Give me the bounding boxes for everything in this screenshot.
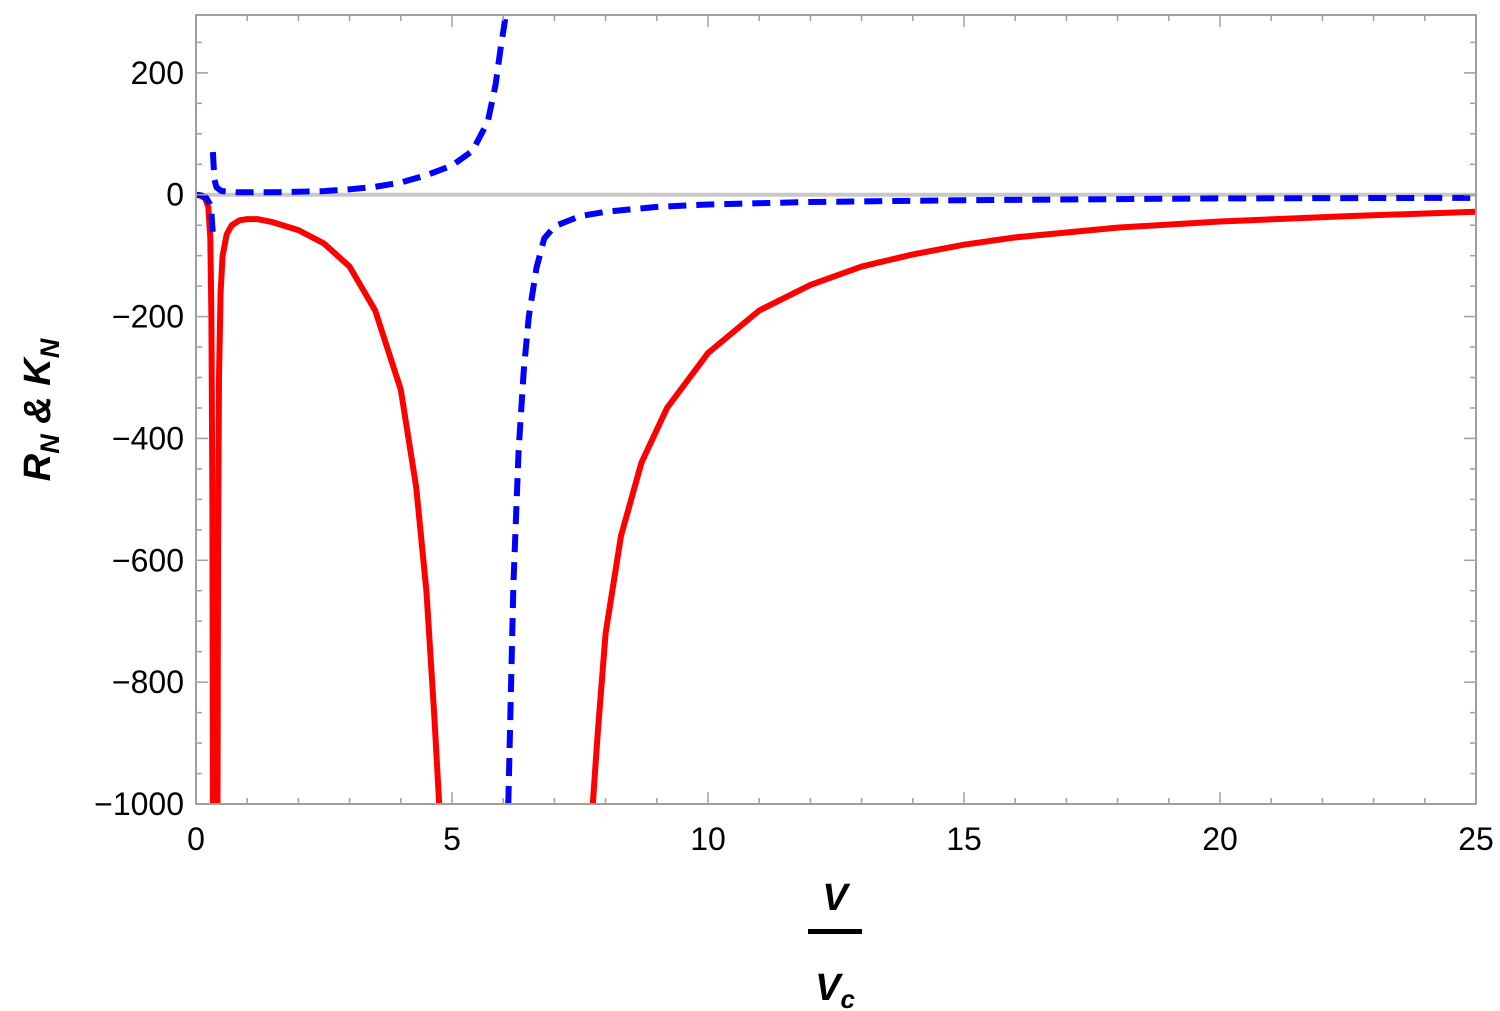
y-tick-label: −1000: [94, 786, 184, 822]
x-tick-label: 20: [1202, 821, 1238, 857]
y-tick-label: −800: [112, 664, 184, 700]
dashed-series-line-3: [505, 194, 1476, 804]
x-axis-title: V Vc: [808, 877, 862, 1011]
x-tick-label: 0: [187, 821, 205, 857]
solid-series-line-3: [589, 208, 1476, 804]
x-axis-fraction-bar: [808, 929, 862, 934]
x-tick-label: 25: [1458, 821, 1494, 857]
solid-series-line-2: [214, 216, 443, 804]
y-tick-label: 0: [166, 177, 184, 213]
x-axis-title-numerator: V: [822, 877, 850, 919]
y-tick-label: −600: [112, 542, 184, 578]
plot-frame: [195, 14, 1477, 805]
x-axis-title-denominator: Vc: [815, 967, 855, 1011]
dashed-series-line-2: [209, 15, 509, 196]
y-tick-label: 200: [131, 55, 184, 91]
x-tick-label: 15: [946, 821, 982, 857]
y-axis-title: RN & KN: [17, 338, 65, 481]
y-tick-label: −400: [112, 420, 184, 456]
dashed-series-line-1: [196, 191, 216, 235]
y-tick-label: −200: [112, 299, 184, 335]
x-tick-label: 10: [690, 821, 726, 857]
x-tick-label: 5: [443, 821, 461, 857]
